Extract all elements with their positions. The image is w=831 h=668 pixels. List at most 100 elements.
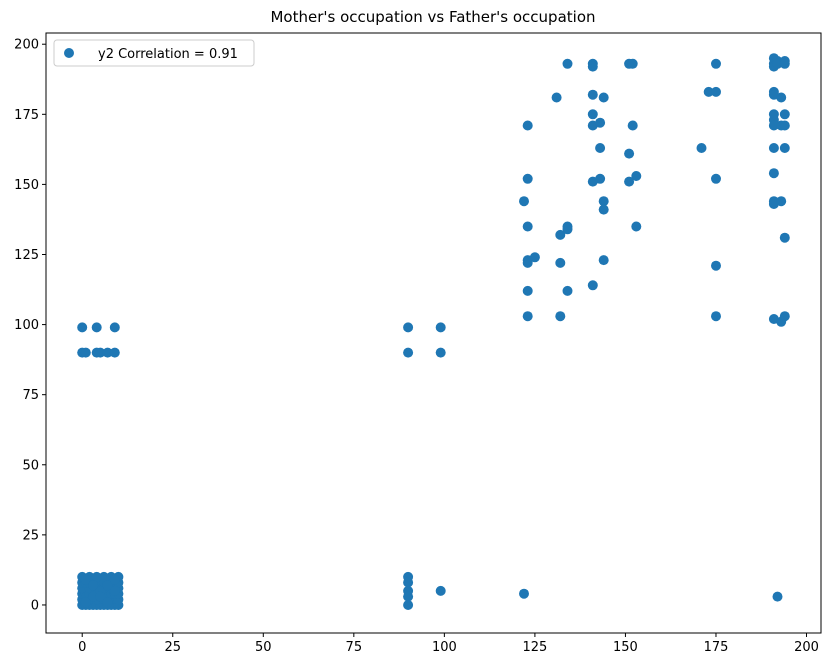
y-axis: 0 25 50 75 100 125 150 175 200 [14,38,46,613]
scatter-point [776,92,787,103]
scatter-point [435,347,446,358]
scatter-point [109,322,120,333]
x-axis: 0 25 50 75 100 125 150 175 200 [78,633,819,655]
scatter-point [522,173,533,184]
scatter-point [98,571,109,582]
plot-area-frame [45,32,822,634]
scatter-point [711,260,721,271]
x-tick-label: 150 [613,640,638,655]
scatter-point [598,255,609,266]
scatter-point [403,577,414,588]
scatter-point [435,585,446,596]
scatter-point [624,176,635,187]
x-tick-label: 75 [346,640,363,655]
scatter-point [631,221,642,232]
x-tick-label: 0 [78,640,86,655]
scatter-point [522,120,533,131]
scatter-point [403,600,414,610]
scatter-point [435,322,446,333]
scatter-point [768,168,779,179]
scatter-point [555,229,566,240]
legend: y2 Correlation = 0.91 [53,39,255,67]
scatter-point [711,86,721,97]
scatter-point [595,143,606,153]
scatter-point [522,221,533,232]
scatter-point [562,285,573,296]
legend-box [53,39,255,67]
scatter-point [772,591,783,602]
scatter-point [631,171,642,181]
scatter-point [102,580,113,591]
y-tick-label: 100 [14,318,39,333]
scatter-point [703,86,714,97]
scatter-point [551,92,562,103]
scatter-point [768,143,779,153]
scatter-point [711,311,721,322]
scatter-point [598,92,609,103]
scatter-point [627,120,638,131]
scatter-point [80,597,91,608]
scatter-point [519,196,529,207]
scatter-point [587,61,598,72]
y-tick-label: 25 [22,528,39,543]
x-tick-label: 25 [164,640,181,655]
scatter-point [598,196,609,207]
y-tick-label: 50 [22,458,39,473]
scatter-point [696,143,707,153]
scatter-point [587,89,598,100]
scatter-point [779,120,790,131]
scatter-point [88,591,99,602]
chart-title: Mother's occupation vs Father's occupati… [270,8,595,26]
scatter-point [80,347,91,358]
x-tick-label: 175 [704,640,729,655]
scatter-point [624,148,635,159]
scatter-point [779,109,790,120]
scatter-point [779,58,790,69]
scatter-point [95,591,106,602]
scatter-point [768,120,779,131]
scatter-point [562,58,573,69]
y-tick-label: 75 [22,388,39,403]
scatter-point [529,252,540,263]
y-tick-label: 125 [14,248,39,263]
scatter-point [403,591,414,602]
scatter-point [77,322,88,333]
y-tick-label: 175 [14,108,39,123]
scatter-point [627,58,638,69]
scatter-point [779,232,790,243]
scatter-point [102,347,113,358]
scatter-point [711,173,721,184]
scatter-point [711,58,721,69]
scatter-point [562,224,573,235]
scatter-point [80,574,91,585]
legend-marker [64,48,74,58]
x-tick-label: 100 [432,640,457,655]
y-tick-label: 200 [14,38,39,53]
scatter-point [587,109,598,120]
scatter-point [403,322,414,333]
scatter-point [522,257,533,268]
scatter-point [519,588,529,599]
data-points [77,53,790,610]
scatter-point [522,285,533,296]
scatter-point [403,347,414,358]
scatter-point [779,143,790,153]
scatter-point [88,580,99,591]
scatter-point [522,311,533,322]
scatter-point [109,347,120,358]
scatter-point [779,311,790,322]
x-tick-label: 50 [255,640,272,655]
scatter-point [595,173,606,184]
scatter-point [598,204,609,215]
scatter-point [102,597,113,608]
scatter-point [595,117,606,128]
scatter-point [109,585,120,596]
legend-label: y2 Correlation = 0.91 [98,47,238,62]
scatter-point [555,257,566,268]
scatter-point [91,322,102,333]
y-tick-label: 0 [31,598,39,613]
x-tick-label: 200 [794,640,819,655]
scatter-point [555,311,566,322]
scatter-point [109,574,120,585]
